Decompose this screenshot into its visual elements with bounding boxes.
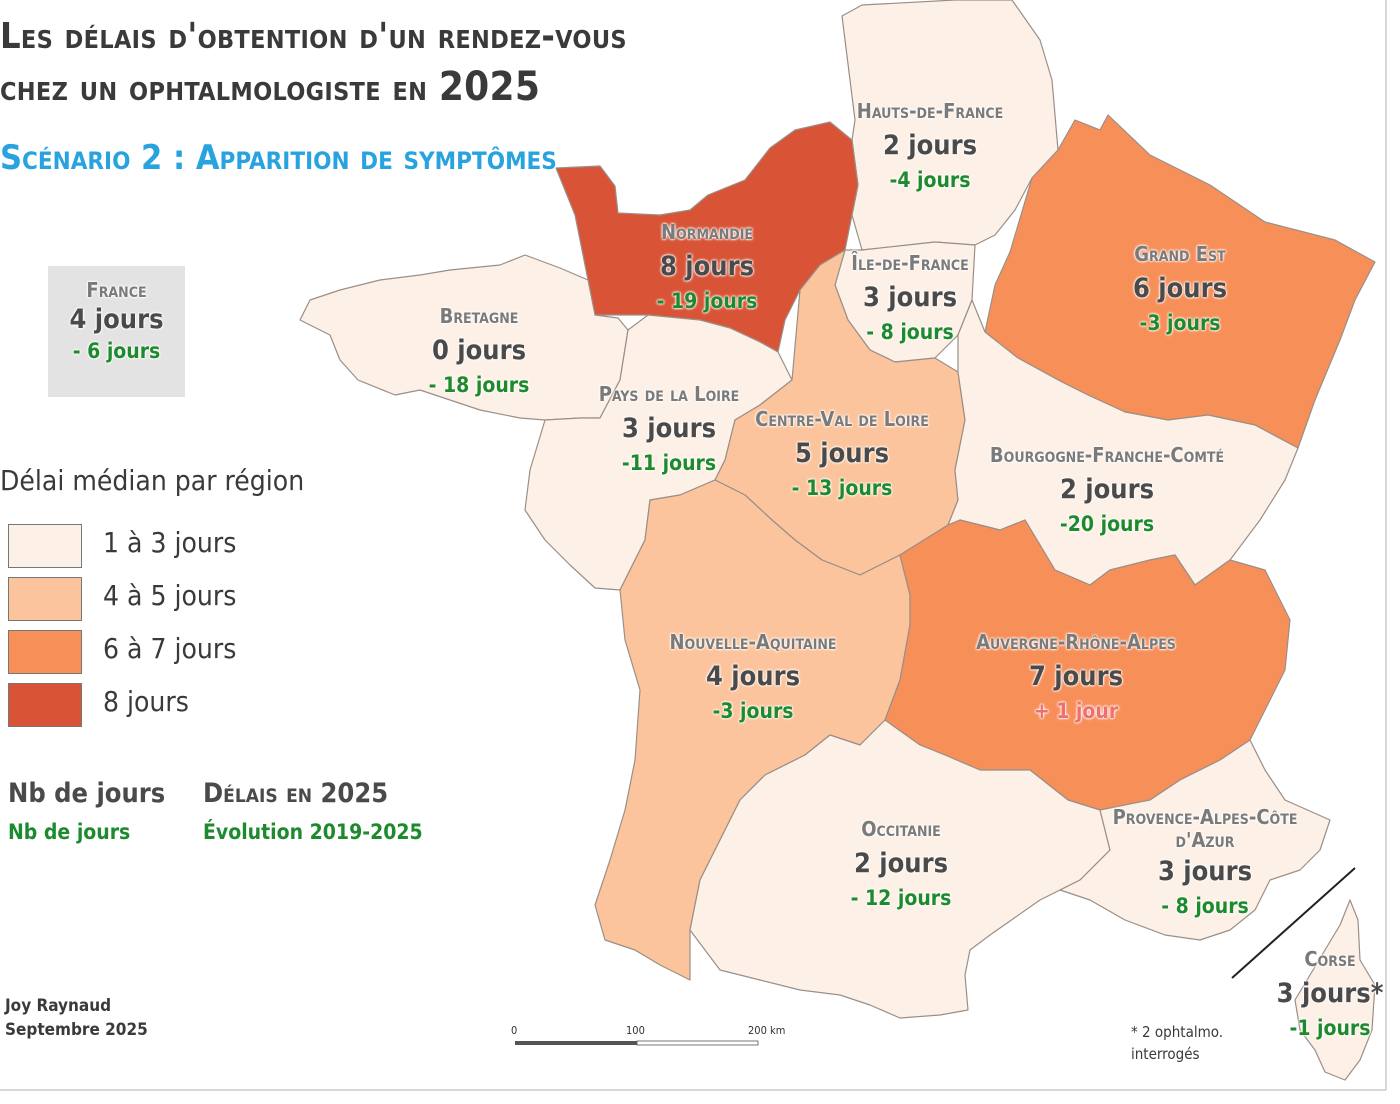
france-days: 4 jours xyxy=(69,304,164,335)
region-evolution: - 13 jours xyxy=(791,476,893,501)
legend-item: 4 à 5 jours xyxy=(8,577,408,621)
legend-swatch xyxy=(8,577,82,621)
legend-label: 6 à 7 jours xyxy=(103,632,237,665)
region-days: 7 jours xyxy=(1028,661,1124,692)
region-name: Corse xyxy=(1304,947,1356,971)
region-label-occitanie: Occitanie 2 jours - 12 jours xyxy=(851,815,952,914)
region-label-corse: Corse 3 jours* -1 jours xyxy=(1277,945,1384,1044)
region-shape-corse xyxy=(1294,899,1376,1081)
region-evolution: - 8 jours xyxy=(1161,894,1249,919)
credit: Joy Raynaud Septembre 2025 xyxy=(5,994,148,1042)
key-evolution-meaning: Évolution 2019-2025 xyxy=(203,820,423,844)
region-days: 5 jours xyxy=(794,438,890,469)
credit-author: Joy Raynaud xyxy=(5,996,112,1016)
title-line-2-text: chez un ophtalmologiste en xyxy=(0,68,428,109)
region-evolution: -1 jours xyxy=(1289,1016,1371,1041)
region-evolution: + 1 jour xyxy=(1033,699,1119,724)
key-evolution-label: Nb de jours xyxy=(8,820,131,844)
region-label-pays-de-la-loire: Pays de la Loire 3 jours -11 jours xyxy=(599,380,740,479)
scale-bar xyxy=(515,1040,759,1046)
legend-swatch xyxy=(8,524,82,568)
region-name: Auvergne-Rhône-Alpes xyxy=(976,630,1176,654)
region-evolution: -3 jours xyxy=(1139,311,1221,336)
legend-label: 8 jours xyxy=(103,685,189,718)
france-national-box: France 4 jours - 6 jours xyxy=(48,266,185,397)
region-label-auvergne-rhone-alpes: Auvergne-Rhône-Alpes 7 jours + 1 jour xyxy=(976,628,1176,727)
region-evolution: -4 jours xyxy=(889,168,971,193)
region-label-bourgogne-franche-comte: Bourgogne-Franche-Comté 2 jours -20 jour… xyxy=(990,441,1224,540)
region-days: 3 jours xyxy=(1157,856,1253,887)
france-evolution: - 6 jours xyxy=(72,339,161,363)
region-days: 3 jours* xyxy=(1276,978,1384,1009)
scale-label-end: 200 km xyxy=(748,1024,786,1037)
region-days: 3 jours xyxy=(621,413,717,444)
legend-item: 6 à 7 jours xyxy=(8,630,408,674)
legend-swatch xyxy=(8,683,82,727)
region-name: Nouvelle-Aquitaine xyxy=(669,630,837,654)
footnote-line-2: interrogés xyxy=(1131,1045,1200,1063)
region-label-hauts-de-france: Hauts-de-France 2 jours -4 jours xyxy=(857,97,1003,196)
footnote: * 2 ophtalmo. interrogés xyxy=(1131,1021,1223,1065)
region-name: Grand Est xyxy=(1134,242,1226,266)
region-evolution: - 12 jours xyxy=(850,886,952,911)
key-days-meaning: Délais en 2025 xyxy=(203,778,389,809)
region-name: Île-de-France xyxy=(851,251,969,275)
title-line-2: chez un ophtalmologiste en 2025 xyxy=(0,62,627,114)
region-days: 2 jours xyxy=(853,848,949,879)
footnote-line-1: * 2 ophtalmo. xyxy=(1131,1023,1224,1041)
region-evolution: -11 jours xyxy=(621,451,717,476)
region-label-grand-est: Grand Est 6 jours -3 jours xyxy=(1133,240,1227,339)
region-evolution: -3 jours xyxy=(712,699,794,724)
region-name: Centre-Val de Loire xyxy=(755,407,929,431)
region-evolution: - 18 jours xyxy=(428,373,530,398)
region-days: 3 jours xyxy=(862,282,958,313)
region-days: 2 jours xyxy=(1059,474,1155,505)
region-label-bretagne: Bretagne 0 jours - 18 jours xyxy=(429,302,530,401)
title-year: 2025 xyxy=(438,64,541,110)
corse-separator-line xyxy=(1231,867,1356,979)
legend-title: Délai médian par région xyxy=(0,464,305,497)
map-subtitle: Scénario 2 : Apparition de symptômes xyxy=(0,138,557,178)
credit-date: Septembre 2025 xyxy=(5,1020,148,1040)
region-name: Pays de la Loire xyxy=(598,382,740,406)
legend-swatch xyxy=(8,630,82,674)
region-label-provence-alpes-cote-azur: Provence-Alpes-Côte d'Azur 3 jours - 8 j… xyxy=(1090,806,1320,922)
legend-label: 4 à 5 jours xyxy=(103,579,237,612)
region-evolution: - 8 jours xyxy=(866,320,954,345)
region-label-normandie: Normandie 8 jours - 19 jours xyxy=(657,218,758,317)
legend-item: 1 à 3 jours xyxy=(8,524,408,568)
region-shape-provence-alpes-cote-azur xyxy=(1059,739,1331,941)
region-name: Bourgogne-Franche-Comté xyxy=(989,443,1225,467)
region-days: 0 jours xyxy=(431,335,527,366)
region-label-centre-val-de-loire: Centre-Val de Loire 5 jours - 13 jours xyxy=(755,405,929,504)
region-name: Occitanie xyxy=(861,817,941,841)
legend-item: 8 jours xyxy=(8,683,408,727)
region-days: 2 jours xyxy=(882,130,978,161)
france-name: France xyxy=(86,278,147,302)
region-name: Hauts-de-France xyxy=(856,99,1004,123)
legend-label: 1 à 3 jours xyxy=(103,526,237,559)
region-days: 6 jours xyxy=(1132,273,1228,304)
region-evolution: - 19 jours xyxy=(656,289,758,314)
key-days-label: Nb de jours xyxy=(8,778,166,809)
region-days: 8 jours xyxy=(659,251,755,282)
scale-label-mid: 100 xyxy=(626,1024,645,1037)
region-days: 4 jours xyxy=(705,661,801,692)
region-name: Normandie xyxy=(660,220,754,244)
region-name: Bretagne xyxy=(439,304,519,328)
region-label-nouvelle-aquitaine: Nouvelle-Aquitaine 4 jours -3 jours xyxy=(669,628,836,727)
region-evolution: -20 jours xyxy=(1059,512,1155,537)
region-name: Provence-Alpes-Côte d'Azur xyxy=(1112,805,1298,852)
region-label-ile-de-france: Île-de-France 3 jours - 8 jours xyxy=(851,249,968,348)
title-line-1: Les délais d'obtention d'un rendez-vous xyxy=(0,16,627,57)
map-title: Les délais d'obtention d'un rendez-vous … xyxy=(0,12,627,114)
scale-label-zero: 0 xyxy=(511,1024,518,1037)
